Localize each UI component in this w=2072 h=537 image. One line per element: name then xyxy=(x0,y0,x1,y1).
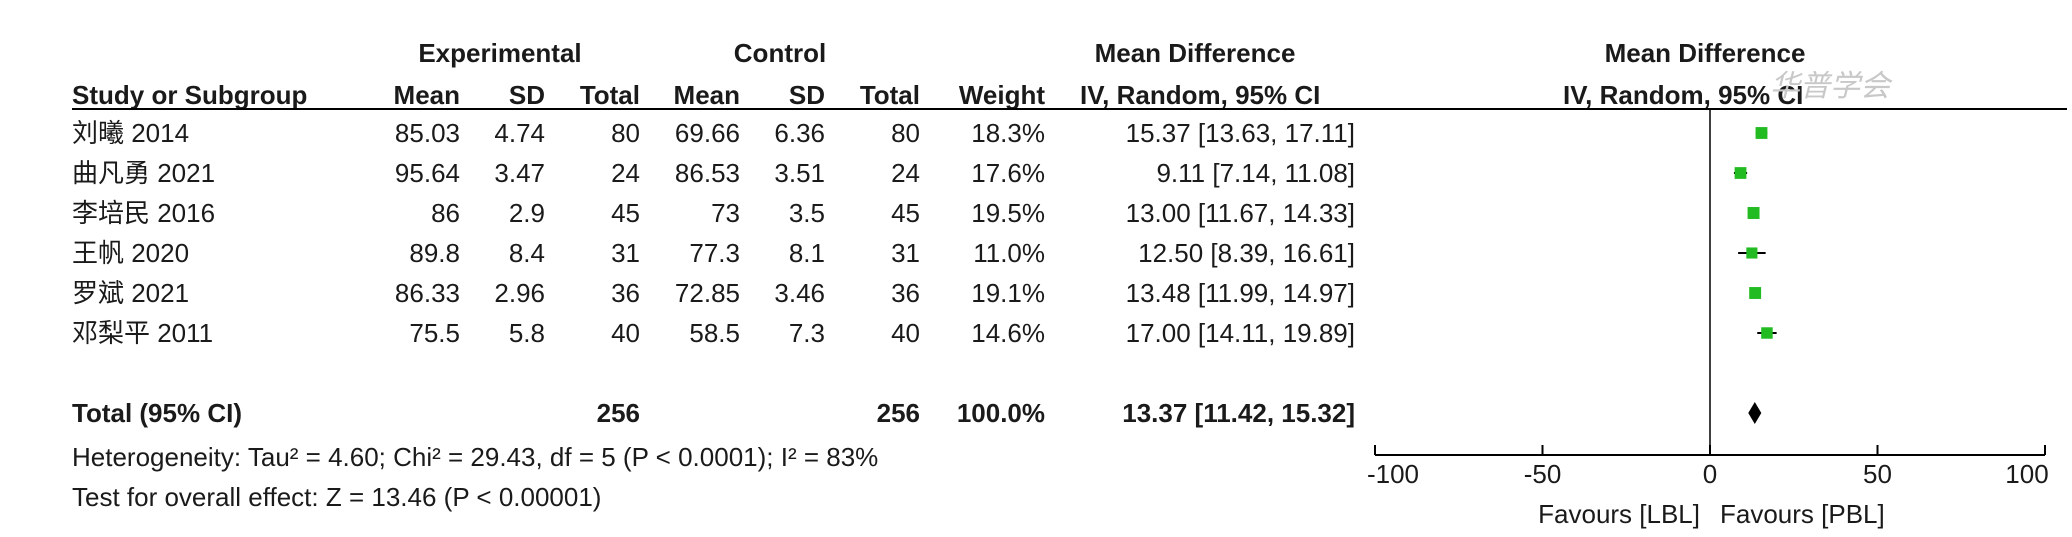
col-header-ctrl-sd: SD xyxy=(788,80,825,110)
study-point xyxy=(1746,247,1758,259)
favours-left-label: Favours [LBL] xyxy=(1538,499,1700,529)
plot-subheader: IV, Random, 95% CI xyxy=(1563,80,1804,110)
x-tick-label: -100 xyxy=(1367,459,1419,489)
md-ci: 17.00 [14.11, 19.89] xyxy=(1125,318,1355,348)
weight: 19.1% xyxy=(971,278,1045,308)
total-label: Total (95% CI) xyxy=(72,398,242,428)
ctrl-sd: 3.51 xyxy=(774,158,825,188)
exp-mean: 89.8 xyxy=(409,238,460,268)
group-header-control: Control xyxy=(733,38,827,68)
exp-total: 31 xyxy=(611,238,640,268)
col-header-exp-total: Total xyxy=(579,80,640,110)
ctrl-mean: 69.66 xyxy=(674,118,740,148)
study-name: 曲凡勇 2021 xyxy=(72,158,216,188)
study-name: 王帆 2020 xyxy=(72,238,190,268)
weight: 11.0% xyxy=(973,238,1045,268)
study-point xyxy=(1761,327,1773,339)
study-point xyxy=(1749,287,1762,299)
total-ctrl-n: 256 xyxy=(876,398,920,428)
md-ci: 13.00 [11.67, 14.33] xyxy=(1125,198,1355,228)
exp-sd: 2.96 xyxy=(494,278,545,308)
ctrl-total: 24 xyxy=(891,158,920,188)
group-header-experimental: Experimental xyxy=(418,38,582,68)
col-header-ctrl-total: Total xyxy=(859,80,920,110)
exp-sd: 4.74 xyxy=(494,118,545,148)
exp-total: 80 xyxy=(611,118,640,148)
exp-mean: 95.64 xyxy=(394,158,460,188)
ctrl-sd: 3.46 xyxy=(774,278,825,308)
study-name: 李培民 2016 xyxy=(72,198,216,228)
ctrl-total: 45 xyxy=(891,198,920,228)
ctrl-total: 80 xyxy=(891,118,920,148)
overall-effect-text: Test for overall effect: Z = 13.46 (P < … xyxy=(72,482,602,512)
exp-sd: 2.9 xyxy=(508,198,545,228)
exp-total: 40 xyxy=(611,318,640,348)
col-header-ctrl-mean: Mean xyxy=(673,80,740,110)
ctrl-sd: 3.5 xyxy=(788,198,825,228)
study-name: 刘曦 2014 xyxy=(72,118,190,148)
x-tick-label: -50 xyxy=(1524,459,1562,489)
total-weight: 100.0% xyxy=(956,398,1045,428)
x-tick-label: 0 xyxy=(1703,459,1717,489)
exp-sd: 5.8 xyxy=(508,318,545,348)
plot-header-mean-difference: Mean Difference xyxy=(1604,38,1806,68)
heterogeneity-text: Heterogeneity: Tau² = 4.60; Chi² = 29.43… xyxy=(72,442,879,472)
col-header-weight: Weight xyxy=(958,80,1045,110)
weight: 18.3% xyxy=(971,118,1045,148)
exp-total: 45 xyxy=(611,198,640,228)
exp-sd: 8.4 xyxy=(508,238,545,268)
col-header-md: IV, Random, 95% CI xyxy=(1080,80,1321,110)
weight: 14.6% xyxy=(971,318,1045,348)
overall-diamond xyxy=(1748,402,1762,424)
ctrl-sd: 7.3 xyxy=(788,318,825,348)
exp-sd: 3.47 xyxy=(494,158,545,188)
x-tick-label: 50 xyxy=(1863,459,1892,489)
study-point xyxy=(1755,127,1768,139)
ctrl-mean: 58.5 xyxy=(689,318,740,348)
exp-mean: 85.03 xyxy=(394,118,460,148)
group-header-mean-difference: Mean Difference xyxy=(1094,38,1296,68)
exp-total: 24 xyxy=(611,158,640,188)
exp-mean: 86 xyxy=(431,198,460,228)
total-md-ci: 13.37 [11.42, 15.32] xyxy=(1122,398,1355,428)
md-ci: 9.11 [7.14, 11.08] xyxy=(1156,158,1355,188)
study-point xyxy=(1734,167,1747,179)
col-header-exp-mean: Mean xyxy=(393,80,460,110)
ctrl-sd: 8.1 xyxy=(788,238,825,268)
ctrl-mean: 73 xyxy=(711,198,740,228)
exp-mean: 75.5 xyxy=(409,318,460,348)
exp-total: 36 xyxy=(611,278,640,308)
weight: 17.6% xyxy=(971,158,1045,188)
study-point xyxy=(1747,207,1760,219)
exp-mean: 86.33 xyxy=(394,278,460,308)
col-header-study: Study or Subgroup xyxy=(72,80,308,110)
watermark-text: 华普学会 xyxy=(1770,69,1890,104)
study-name: 罗斌 2021 xyxy=(72,278,190,308)
md-ci: 12.50 [8.39, 16.61] xyxy=(1138,238,1355,268)
ctrl-mean: 72.85 xyxy=(674,278,740,308)
md-ci: 13.48 [11.99, 14.97] xyxy=(1125,278,1355,308)
md-ci: 15.37 [13.63, 17.11] xyxy=(1125,118,1355,148)
col-header-exp-sd: SD xyxy=(508,80,545,110)
ctrl-total: 31 xyxy=(891,238,920,268)
ctrl-sd: 6.36 xyxy=(774,118,825,148)
header-rule xyxy=(72,108,2067,110)
study-name: 邓梨平 2011 xyxy=(72,318,214,348)
ctrl-mean: 86.53 xyxy=(674,158,740,188)
total-exp-n: 256 xyxy=(596,398,640,428)
x-tick-label: 100 xyxy=(2005,459,2048,489)
ctrl-total: 36 xyxy=(891,278,920,308)
weight: 19.5% xyxy=(971,198,1045,228)
ctrl-total: 40 xyxy=(891,318,920,348)
ctrl-mean: 77.3 xyxy=(689,238,740,268)
favours-right-label: Favours [PBL] xyxy=(1720,499,1885,529)
